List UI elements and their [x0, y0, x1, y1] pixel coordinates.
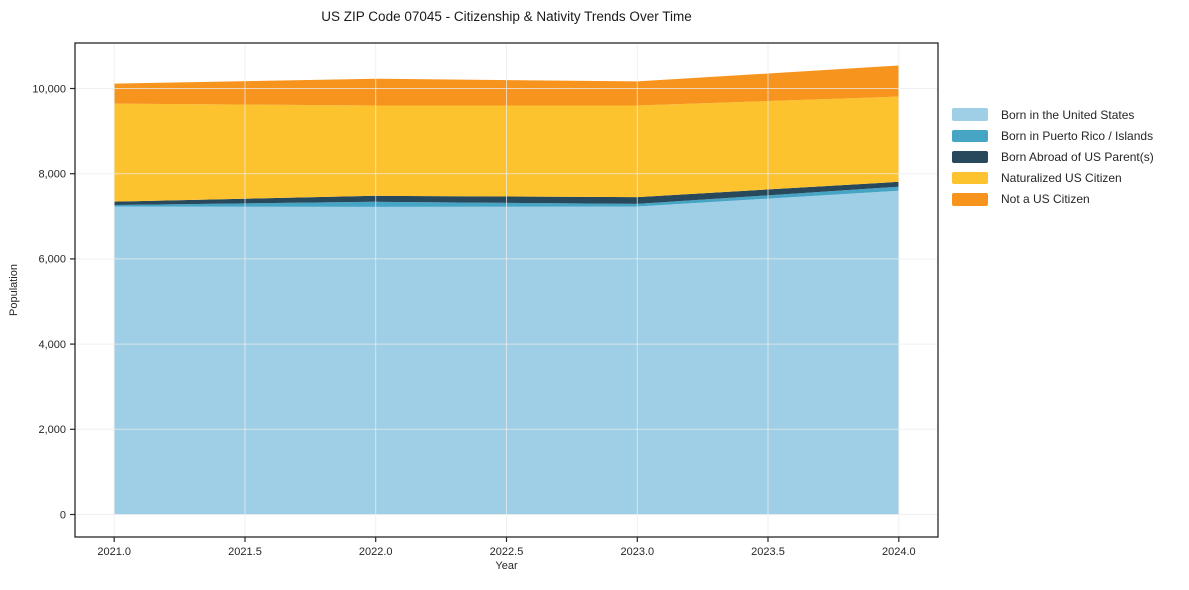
area-born-in-puerto-rico-islands: [114, 186, 899, 207]
area-born-abroad-of-us-parent-s: [114, 181, 899, 205]
y-tick-label: 6,000: [38, 254, 66, 266]
y-tick-label: 2,000: [38, 424, 66, 436]
legend-label: Born Abroad of US Parent(s): [1001, 149, 1154, 164]
x-tick-label: 2023.0: [620, 546, 654, 558]
legend-swatch: [952, 129, 988, 143]
x-tick-label: 2022.0: [359, 546, 393, 558]
y-tick-label: 4,000: [38, 339, 66, 351]
legend-swatch: [952, 150, 988, 164]
legend-swatch: [952, 108, 988, 121]
legend-swatch: [952, 171, 988, 185]
chart-title: US ZIP Code 07045 - Citizenship & Nativi…: [321, 9, 692, 24]
x-tick-label: 2021.0: [97, 546, 131, 558]
legend-item: Born Abroad of US Parent(s): [952, 146, 1154, 167]
y-axis-label: Population: [8, 264, 20, 316]
x-axis-label: Year: [495, 560, 518, 572]
y-tick-label: 10,000: [32, 83, 66, 95]
legend-label: Naturalized US Citizen: [1001, 171, 1122, 186]
legend-swatch: [952, 193, 988, 206]
x-tick-label: 2022.5: [490, 546, 524, 558]
legend-label: Not a US Citizen: [1001, 192, 1090, 207]
legend-item: Naturalized US Citizen: [952, 168, 1154, 189]
x-tick-label: 2024.0: [882, 546, 916, 558]
y-tick-label: 8,000: [38, 169, 66, 181]
legend-label: Born in Puerto Rico / Islands: [1001, 128, 1154, 143]
legend-label: Born in the United States: [1001, 107, 1135, 122]
y-tick-label: 0: [60, 509, 66, 521]
legend-item: Not a US Citizen: [952, 189, 1154, 210]
x-tick-label: 2023.5: [751, 546, 785, 558]
legend: Born in the United States Born in Puerto …: [952, 104, 1154, 210]
legend-item: Born in Puerto Rico / Islands: [952, 125, 1154, 146]
x-tick-label: 2021.5: [228, 546, 262, 558]
legend-item: Born in the United States: [952, 104, 1154, 125]
